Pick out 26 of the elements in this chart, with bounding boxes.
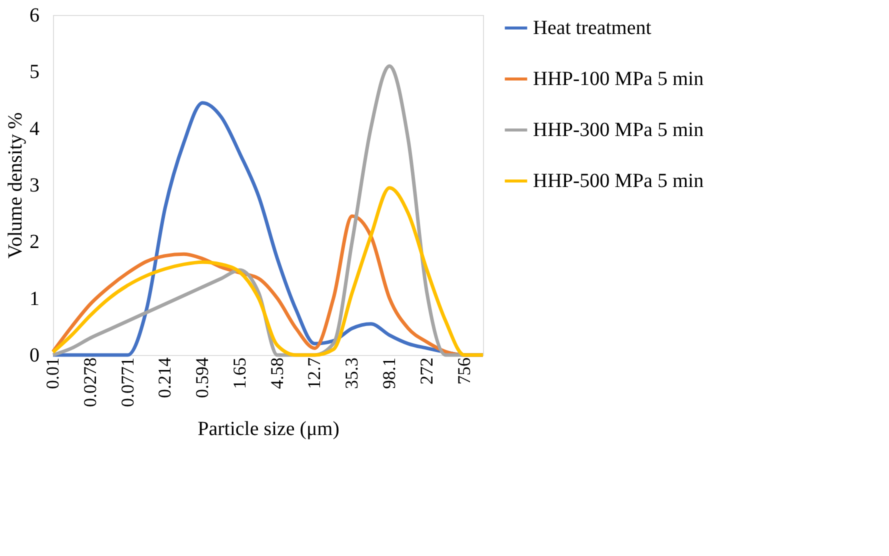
x-tick-label: 272 <box>416 358 436 384</box>
x-tick-label: 12.7 <box>304 358 324 389</box>
x-tick-label: 0.0278 <box>80 358 100 407</box>
y-tick-label: 1 <box>30 288 40 310</box>
y-tick-label: 5 <box>30 61 40 84</box>
y-tick-label: 0 <box>30 344 40 366</box>
x-tick-label: 756 <box>454 358 474 384</box>
legend-label: HHP-500 MPa 5 min <box>533 170 704 192</box>
line-series <box>51 186 485 357</box>
x-tick-label: 0.594 <box>192 358 212 398</box>
legend-label: HHP-100 MPa 5 min <box>533 68 704 90</box>
y-tick-label: 4 <box>30 118 40 140</box>
y-tick-label: 3 <box>30 174 40 196</box>
x-tick-label: 0.214 <box>154 358 175 398</box>
x-tick-label: 1.65 <box>229 358 250 389</box>
x-tick-label: 4.58 <box>266 358 287 389</box>
y-tick-label: 6 <box>30 4 40 26</box>
legend-label: HHP-300 MPa 5 min <box>533 119 704 141</box>
y-axis-title: Volume density % <box>4 112 26 259</box>
legend-label: Heat treatment <box>533 17 652 39</box>
x-tick-label: 0.01 <box>42 358 62 389</box>
x-tick-label: 0.0771 <box>117 358 138 407</box>
x-tick-label: 98.1 <box>379 358 400 389</box>
y-tick-label: 2 <box>30 231 40 254</box>
x-axis-title: Particle size (μm) <box>198 418 340 440</box>
x-tick-label: 35.3 <box>342 358 362 389</box>
